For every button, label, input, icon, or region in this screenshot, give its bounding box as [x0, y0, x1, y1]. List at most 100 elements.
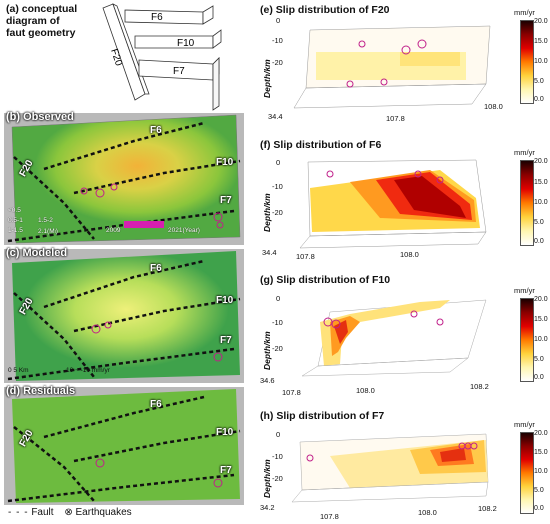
- eq-legend-2: 0.5-1: [8, 217, 23, 224]
- panel-c-label: (c) Modeled: [6, 247, 68, 259]
- cb-e-unit: mm/yr: [514, 8, 535, 17]
- panel-e-ytick-0: 0: [276, 16, 281, 25]
- panel-g-xtick-1: 107.8: [282, 388, 301, 397]
- panel-h-ytick-1: -10: [272, 452, 283, 461]
- panel-a-title: (a) conceptual diagram of faut geometry: [6, 3, 78, 39]
- cb-g-tick-3: 5.0: [534, 356, 544, 363]
- fault-label-f10-d: F10: [216, 427, 234, 438]
- panel-g-ytick-0: 0: [276, 294, 281, 303]
- cb-h-tick-0: 20.0: [534, 430, 548, 437]
- fault-label-f10-c: F10: [216, 295, 234, 306]
- panel-e-ylabel: Depth/km: [262, 59, 272, 98]
- cb-e-tick-3: 5.0: [534, 78, 544, 85]
- panel-e-xtick-1: 107.8: [386, 114, 405, 123]
- panel-f-ylabel: Depth/km: [262, 193, 272, 232]
- cb-e-tick-0: 20.0: [534, 18, 548, 25]
- diagram-label-f10: F10: [177, 38, 195, 49]
- map-legend: - - - Fault ⊗ Earthquakes: [8, 507, 132, 518]
- panel-c-modeled-map: (c) Modeled F6 F20 F10 F7 0 5 Km 10 ~ -1…: [4, 247, 244, 383]
- time-end-label: 2021(Year): [168, 227, 200, 234]
- eq-legend-1: <0.5: [8, 207, 21, 214]
- fault-label-f7: F7: [220, 195, 232, 206]
- panel-f-ytick-1: -10: [272, 182, 283, 191]
- panel-e-ytick-2: -20: [272, 58, 283, 67]
- panel-h-xtick-3: 108.2: [478, 504, 497, 513]
- diagram-label-f7: F7: [173, 66, 185, 77]
- cb-g-tick-4: 0.0: [534, 374, 544, 381]
- panel-g-xtick-0: 34.6: [260, 376, 275, 385]
- panel-f-title: (f) Slip distribution of F6: [260, 139, 382, 151]
- panel-f-xtick-2: 108.0: [400, 250, 419, 259]
- cb-h-unit: mm/yr: [514, 420, 535, 429]
- panel-e-xtick-2: 108.0: [484, 102, 503, 111]
- panel-h-xtick-0: 34.2: [260, 503, 275, 512]
- eq-legend-4: 1.5-2: [38, 217, 53, 224]
- colorbar-h: [520, 432, 534, 514]
- slip-plot-f20: [293, 25, 491, 109]
- fault-geometry-diagram: F20 F6 F10 F7: [102, 3, 222, 111]
- eq-legend-3: 1-1.5: [8, 227, 23, 234]
- panel-h-ytick-2: -20: [272, 474, 283, 483]
- panel-d-label: (d) Residuals: [6, 385, 76, 397]
- cb-g-tick-2: 10.0: [534, 336, 548, 343]
- cb-f-tick-4: 0.0: [534, 238, 544, 245]
- velocity-scale-label: 10 ~ -10 mm/yr: [66, 367, 110, 374]
- panel-e-ytick-1: -10: [272, 36, 283, 45]
- panel-g-title: (g) Slip distribution of F10: [260, 274, 391, 286]
- diagram-label-f6: F6: [151, 12, 163, 23]
- fault-label-f10: F10: [216, 157, 234, 168]
- cb-g-tick-0: 20.0: [534, 296, 548, 303]
- time-start-label: 2009: [106, 227, 121, 234]
- panel-g-ytick-2: -20: [272, 344, 283, 353]
- eq-legend-5: 2.1(Mₗ): [38, 228, 58, 235]
- fault-label-f6-d: F6: [150, 399, 162, 410]
- panel-g-xtick-2: 108.0: [356, 386, 375, 395]
- scale-bar-label: 0 5 Km: [8, 367, 29, 374]
- colorbar-e: [520, 20, 534, 104]
- fault-label-f7-c: F7: [220, 335, 232, 346]
- panel-e-title: (e) Slip distribution of F20: [260, 4, 390, 16]
- panel-h-title: (h) Slip distribution of F7: [260, 410, 385, 422]
- panel-d-residuals-map: (d) Residuals F6 F20 F10 F7: [4, 385, 244, 505]
- panel-f-xtick-0: 34.4: [262, 248, 277, 257]
- fault-label-f6-c: F6: [150, 263, 162, 274]
- panel-f-ytick-2: -20: [272, 208, 283, 217]
- cb-h-tick-2: 10.0: [534, 468, 548, 475]
- diagram-label-f20: F20: [108, 48, 124, 68]
- panel-f-xtick-1: 107.8: [296, 252, 315, 261]
- cb-f-tick-2: 10.0: [534, 199, 548, 206]
- cb-e-tick-2: 10.0: [534, 58, 548, 65]
- fault-label-f6: F6: [150, 125, 162, 136]
- panel-g-xtick-3: 108.2: [470, 382, 489, 391]
- slip-plot-f10: [301, 299, 487, 377]
- panel-h-ylabel: Depth/km: [262, 459, 272, 498]
- fault-label-f7-d: F7: [220, 465, 232, 476]
- panel-f-ytick-0: 0: [276, 158, 281, 167]
- panel-g-ylabel: Depth/km: [262, 331, 272, 370]
- cb-e-tick-1: 15.0: [534, 38, 548, 45]
- colorbar-f: [520, 160, 534, 246]
- legend-earthquake-icon: ⊗: [64, 507, 73, 518]
- cb-h-tick-4: 0.0: [534, 505, 544, 512]
- cb-f-tick-1: 15.0: [534, 179, 548, 186]
- cb-g-tick-1: 15.0: [534, 316, 548, 323]
- slip-plot-f6: [299, 159, 487, 249]
- panel-b-observed-map: (b) Observed F6 F20 F10 F7 <0.5 0.5-1 1-…: [4, 111, 244, 245]
- panel-g-ytick-1: -10: [272, 318, 283, 327]
- slip-plot-f7: [291, 433, 489, 503]
- cb-f-tick-3: 5.0: [534, 219, 544, 226]
- legend-fault: Fault: [31, 507, 54, 518]
- panel-e-xtick-0: 34.4: [268, 112, 283, 121]
- panel-h-xtick-2: 108.0: [418, 508, 437, 517]
- cb-g-unit: mm/yr: [514, 286, 535, 295]
- legend-earthquakes: Earthquakes: [75, 507, 132, 518]
- cb-e-tick-4: 0.0: [534, 96, 544, 103]
- colorbar-g: [520, 298, 534, 382]
- panel-b-label: (b) Observed: [6, 111, 74, 123]
- panel-h-ytick-0: 0: [276, 430, 281, 439]
- cb-f-unit: mm/yr: [514, 148, 535, 157]
- cb-h-tick-3: 5.0: [534, 487, 544, 494]
- cb-f-tick-0: 20.0: [534, 158, 548, 165]
- panel-h-xtick-1: 107.8: [320, 512, 339, 521]
- cb-h-tick-1: 15.0: [534, 449, 548, 456]
